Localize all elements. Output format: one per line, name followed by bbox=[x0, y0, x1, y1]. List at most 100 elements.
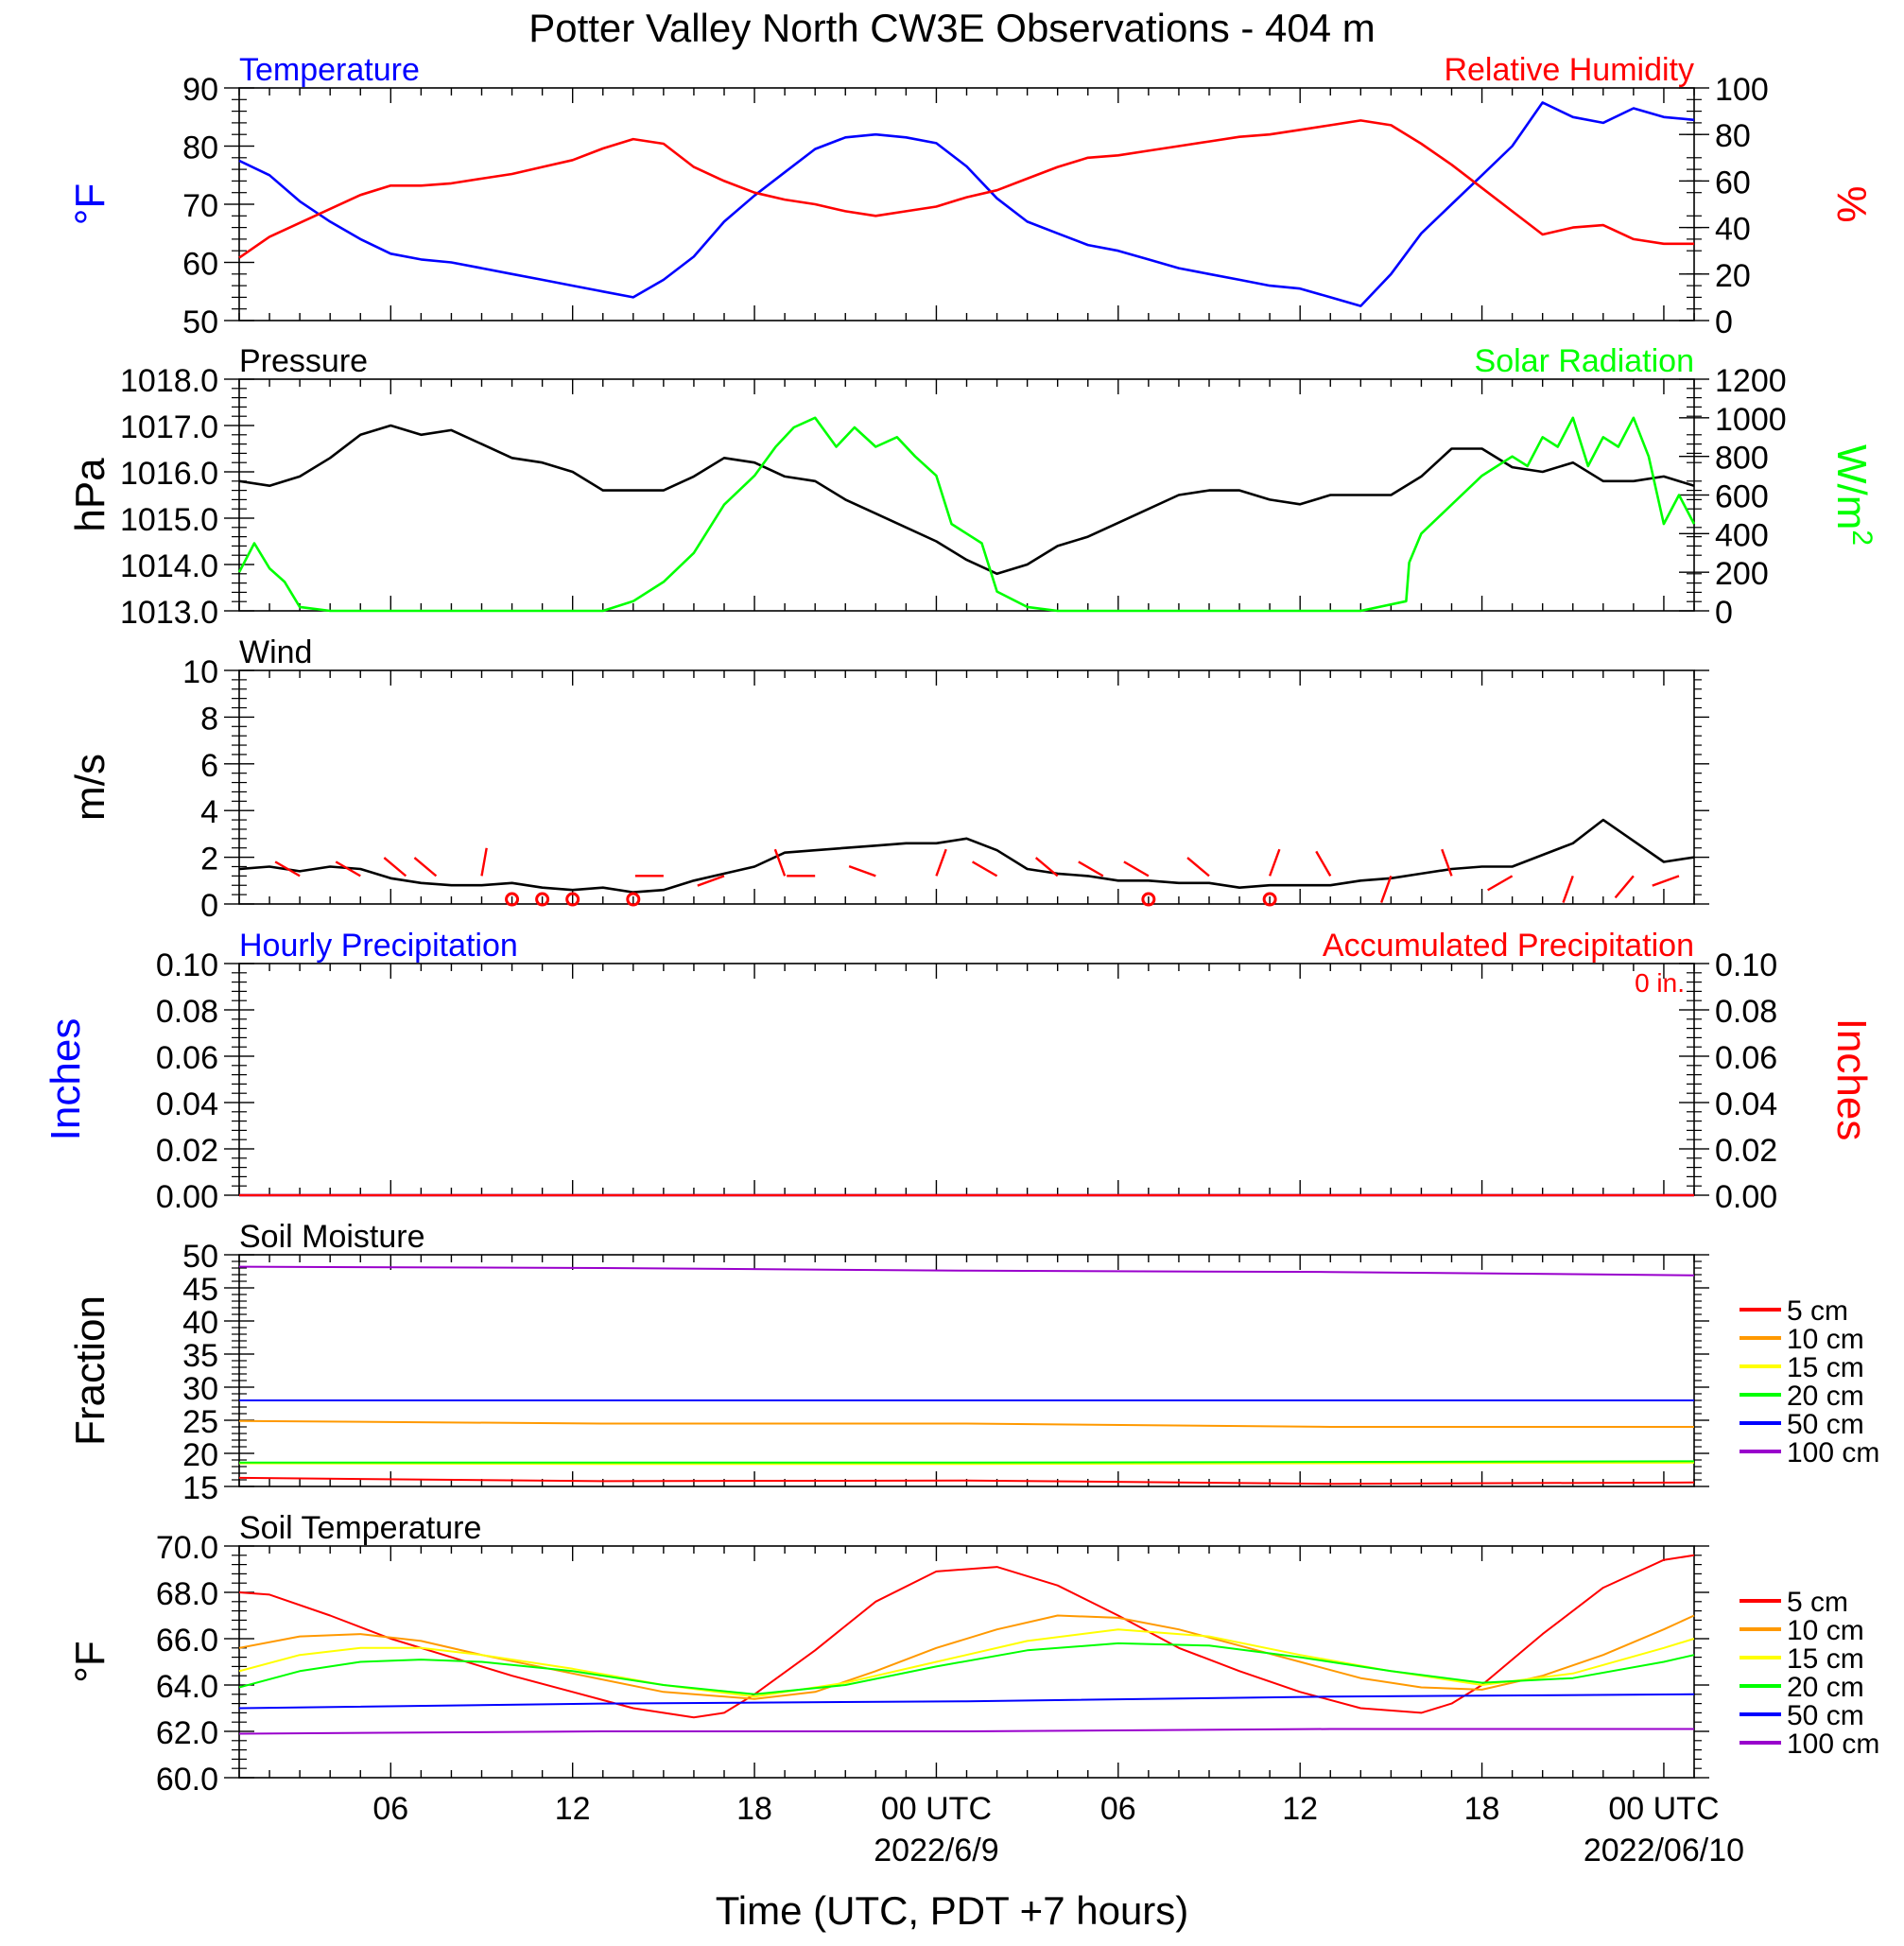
calm-wind-marker bbox=[505, 892, 520, 907]
y-tick-label: 0.04 bbox=[156, 1086, 218, 1122]
panel-right-title: Relative Humidity bbox=[1444, 52, 1694, 88]
y-right-tick-label: 0 bbox=[1715, 304, 1733, 340]
x-tick-label: 12 bbox=[1282, 1791, 1318, 1827]
y-tick-label: 50 bbox=[182, 1239, 218, 1275]
y-right-tick-label: 800 bbox=[1715, 441, 1769, 477]
x-date-label: 2022/6/9 bbox=[874, 1833, 998, 1868]
series-line-solar bbox=[237, 416, 1696, 613]
x-tick-label: 00 UTC bbox=[1608, 1791, 1719, 1827]
wind-barb bbox=[1652, 875, 1680, 887]
series-line-depth_5 bbox=[238, 1476, 1695, 1486]
y-tick-label: 1013.0 bbox=[120, 595, 218, 631]
x-tick-label: 18 bbox=[1464, 1791, 1500, 1827]
y-tick-label: 4 bbox=[200, 794, 218, 830]
wind-barb bbox=[1123, 860, 1150, 877]
series-line-humidity bbox=[238, 119, 1694, 259]
y-right-axis-label-superscript: 2 bbox=[1846, 530, 1878, 546]
panel-left-title: Temperature bbox=[239, 52, 420, 88]
y-tick-label: 0.06 bbox=[156, 1040, 218, 1076]
calm-wind-marker bbox=[535, 892, 550, 907]
panel-precipitation: 0.00 0.02 0.04 0.06 0.08 0.10 0.00 0.02 0.04 0.06… bbox=[43, 928, 1875, 1215]
panel-right-title: Accumulated Precipitation bbox=[1323, 928, 1694, 964]
x-axis-title: Time (UTC, PDT +7 hours) bbox=[716, 1888, 1189, 1933]
panel-temperature_humidity: 50 60 70 80 90 0 20 40 60 80 100 Temperature Relativ… bbox=[67, 52, 1875, 340]
wind-barb bbox=[773, 848, 787, 877]
series-line-depth_100 bbox=[238, 1728, 1694, 1735]
y-tick-label: 62.0 bbox=[156, 1715, 218, 1751]
y-right-tick-label: 0.08 bbox=[1715, 994, 1777, 1030]
legend-label: 5 cm bbox=[1787, 1295, 1848, 1327]
y-tick-label: 0 bbox=[200, 888, 218, 924]
wind-barb bbox=[971, 860, 998, 877]
y-right-tick-label: 400 bbox=[1715, 517, 1769, 553]
wind-barb bbox=[1487, 875, 1514, 892]
y-right-tick-label: 0.00 bbox=[1715, 1179, 1777, 1215]
figure-title: Potter Valley North CW3E Observations - … bbox=[528, 6, 1376, 50]
y-right-tick-label: 100 bbox=[1715, 72, 1769, 108]
x-tick-label: 12 bbox=[555, 1791, 591, 1827]
y-right-tick-label: 0.04 bbox=[1715, 1086, 1777, 1122]
y-right-tick-label: 200 bbox=[1715, 556, 1769, 592]
wind-barb bbox=[935, 848, 947, 877]
y-tick-label: 0.02 bbox=[156, 1133, 218, 1169]
calm-wind-marker bbox=[1141, 892, 1156, 907]
y-tick-label: 1015.0 bbox=[120, 502, 218, 538]
y-tick-label: 60 bbox=[182, 247, 218, 283]
y-tick-label: 40 bbox=[182, 1305, 218, 1341]
y-right-axis-label: % bbox=[1828, 185, 1875, 222]
y-tick-label: 30 bbox=[182, 1371, 218, 1407]
y-right-tick-label: 600 bbox=[1715, 479, 1769, 515]
wind-barb bbox=[1034, 857, 1059, 877]
calm-wind-marker bbox=[565, 892, 580, 907]
wind-barb bbox=[697, 875, 725, 887]
series-line-pressure bbox=[238, 424, 1695, 576]
wind-barb bbox=[1441, 848, 1453, 877]
series-line-wind bbox=[238, 818, 1695, 894]
wind-barb bbox=[1078, 860, 1104, 877]
panel-left-title: Wind bbox=[239, 634, 312, 670]
wind-barb bbox=[1562, 875, 1574, 903]
y-right-tick-label: 40 bbox=[1715, 212, 1751, 248]
wind-barb bbox=[1268, 848, 1281, 877]
y-axis-label: °F bbox=[67, 1641, 113, 1682]
series-line-depth_15 bbox=[238, 1461, 1695, 1466]
x-tick-label: 00 UTC bbox=[881, 1791, 992, 1827]
legend-label: 15 cm bbox=[1787, 1643, 1864, 1675]
wind-barb bbox=[1315, 850, 1332, 877]
y-right-tick-label: 80 bbox=[1715, 118, 1751, 154]
panel-right-title: Solar Radiation bbox=[1475, 343, 1694, 379]
panel-pressure_solar: 1013.0 1014.0 1015.0 1016.0 1017.0 1018.0 0200… bbox=[67, 343, 1878, 631]
wind-barb bbox=[383, 857, 407, 877]
legend-label: 50 cm bbox=[1787, 1700, 1864, 1731]
x-tick-label: 18 bbox=[736, 1791, 772, 1827]
y-tick-label: 50 bbox=[182, 304, 218, 340]
wind-barb bbox=[274, 860, 301, 877]
y-tick-label: 25 bbox=[182, 1404, 218, 1440]
x-date-label: 2022/06/10 bbox=[1584, 1833, 1744, 1868]
legend-label: 50 cm bbox=[1787, 1409, 1864, 1440]
y-tick-label: 0.08 bbox=[156, 994, 218, 1030]
y-tick-label: 0.00 bbox=[156, 1179, 218, 1215]
series-line-depth_10 bbox=[238, 1419, 1694, 1428]
y-tick-label: 1018.0 bbox=[120, 363, 218, 399]
wind-barb bbox=[480, 847, 488, 877]
legend-label: 100 cm bbox=[1787, 1437, 1879, 1468]
calm-wind-marker bbox=[626, 892, 641, 907]
y-tick-label: 1017.0 bbox=[120, 409, 218, 445]
series-line-depth_5 bbox=[238, 1554, 1695, 1719]
series-line-depth_15 bbox=[238, 1628, 1695, 1698]
series-line-depth_20 bbox=[239, 1460, 1695, 1464]
y-tick-label: 0.10 bbox=[156, 947, 218, 983]
series-line-depth_100 bbox=[238, 1265, 1695, 1277]
y-tick-label: 70.0 bbox=[156, 1530, 218, 1566]
y-tick-label: 64.0 bbox=[156, 1669, 218, 1705]
y-axis-label: Fraction bbox=[67, 1295, 113, 1446]
legend-label: 20 cm bbox=[1787, 1672, 1864, 1703]
y-right-tick-label: 0.02 bbox=[1715, 1133, 1777, 1169]
legend-label: 15 cm bbox=[1787, 1352, 1864, 1383]
wind-barb bbox=[1186, 857, 1210, 877]
wind-barb bbox=[1379, 875, 1393, 903]
y-right-tick-label: 0 bbox=[1715, 595, 1733, 631]
